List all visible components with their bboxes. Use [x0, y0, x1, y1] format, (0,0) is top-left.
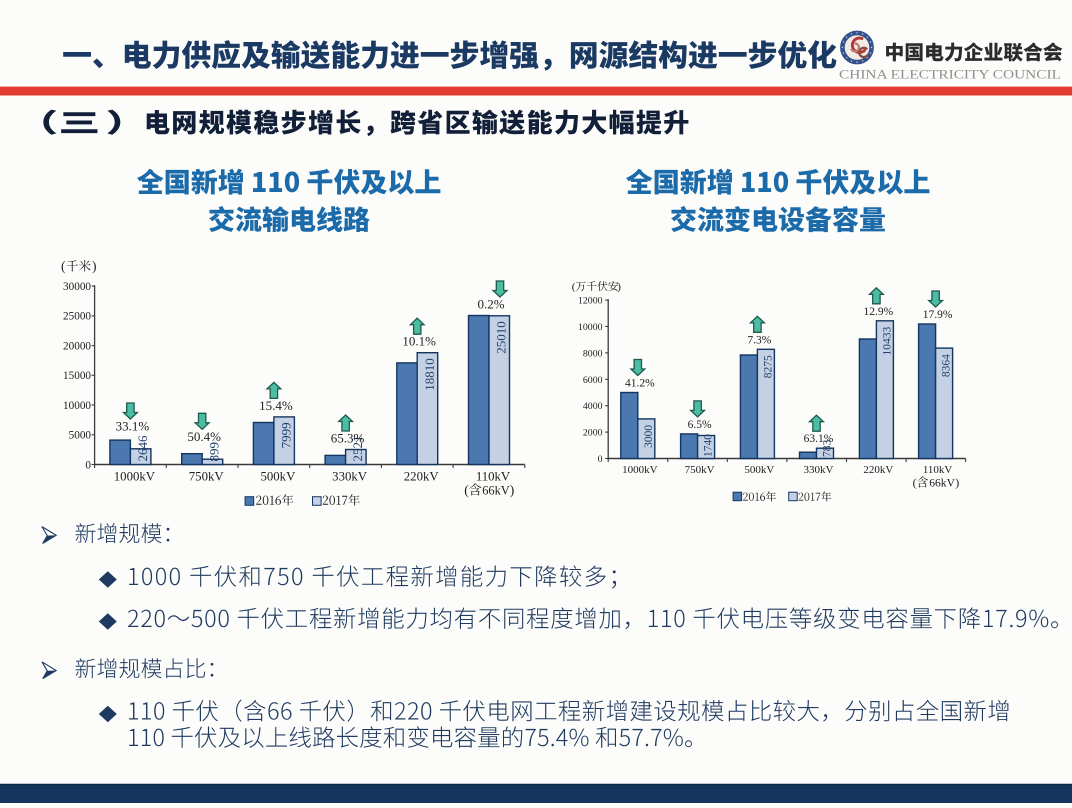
svg-text:CHINA ELECTRICITY COUNCIL: CHINA ELECTRICITY COUNCIL — [839, 66, 1061, 81]
svg-text:1740: 1740 — [703, 434, 715, 457]
svg-text:10000: 10000 — [578, 322, 603, 333]
svg-text:783: 783 — [822, 440, 834, 458]
svg-text:6000: 6000 — [583, 375, 603, 386]
svg-text:110kV: 110kV — [476, 470, 511, 484]
svg-text:2646: 2646 — [135, 435, 150, 462]
svg-text:2000: 2000 — [583, 428, 603, 439]
svg-text:8364: 8364 — [941, 354, 953, 377]
svg-text:): ) — [617, 281, 621, 293]
svg-text:1000kV: 1000kV — [114, 470, 156, 484]
svg-text:7.3%: 7.3% — [747, 334, 771, 346]
svg-text:4000: 4000 — [583, 401, 603, 412]
svg-text:110kV: 110kV — [923, 464, 953, 476]
svg-text:10.1%: 10.1% — [402, 334, 436, 349]
svg-text:1000kV: 1000kV — [622, 464, 658, 476]
svg-text:899: 899 — [207, 442, 222, 462]
svg-text:18810: 18810 — [422, 358, 437, 391]
svg-text:25010: 25010 — [494, 321, 509, 354]
svg-text:(: ( — [572, 281, 576, 293]
svg-text:2521: 2521 — [350, 436, 365, 462]
svg-text:): ) — [92, 259, 97, 274]
svg-text:0: 0 — [85, 459, 91, 471]
svg-text:30000: 30000 — [63, 281, 91, 293]
svg-text:12.9%: 12.9% — [864, 306, 894, 318]
svg-text:5000: 5000 — [69, 430, 92, 442]
svg-text:(: ( — [913, 476, 917, 490]
svg-text:500kV: 500kV — [744, 464, 774, 476]
svg-text:330kV: 330kV — [332, 470, 368, 484]
svg-text:50.4%: 50.4% — [187, 429, 221, 444]
svg-text:66kV: 66kV — [929, 477, 955, 490]
svg-text:220kV: 220kV — [404, 470, 440, 484]
svg-text:220kV: 220kV — [863, 464, 893, 476]
svg-text:750kV: 750kV — [685, 464, 715, 476]
svg-text:3000: 3000 — [643, 425, 655, 448]
svg-text:10000: 10000 — [63, 400, 91, 412]
svg-text:65.3%: 65.3% — [331, 431, 365, 446]
svg-text:6.5%: 6.5% — [688, 419, 712, 431]
svg-text:17.9%: 17.9% — [923, 309, 953, 321]
svg-text:25000: 25000 — [63, 311, 91, 323]
svg-text:10433: 10433 — [881, 327, 893, 356]
svg-text:7999: 7999 — [278, 422, 293, 448]
svg-text:0: 0 — [598, 454, 603, 465]
svg-text:): ) — [955, 476, 959, 490]
svg-text:0.2%: 0.2% — [477, 297, 504, 312]
svg-text:330kV: 330kV — [804, 464, 834, 476]
svg-text:): ) — [510, 483, 515, 498]
svg-text:500kV: 500kV — [260, 470, 296, 484]
svg-text:41.2%: 41.2% — [625, 378, 655, 390]
svg-text:750kV: 750kV — [189, 470, 225, 484]
svg-text:15000: 15000 — [63, 370, 91, 382]
svg-text:(: ( — [61, 259, 66, 274]
svg-text:(: ( — [464, 483, 469, 498]
svg-text:66kV: 66kV — [482, 484, 510, 498]
svg-text:15.4%: 15.4% — [259, 398, 293, 413]
svg-text:63.1%: 63.1% — [804, 433, 834, 445]
svg-text:12000: 12000 — [578, 296, 603, 307]
svg-text:33.1%: 33.1% — [116, 419, 150, 434]
svg-text:8000: 8000 — [583, 348, 603, 359]
svg-text:20000: 20000 — [63, 340, 91, 352]
svg-text:8275: 8275 — [762, 355, 774, 378]
